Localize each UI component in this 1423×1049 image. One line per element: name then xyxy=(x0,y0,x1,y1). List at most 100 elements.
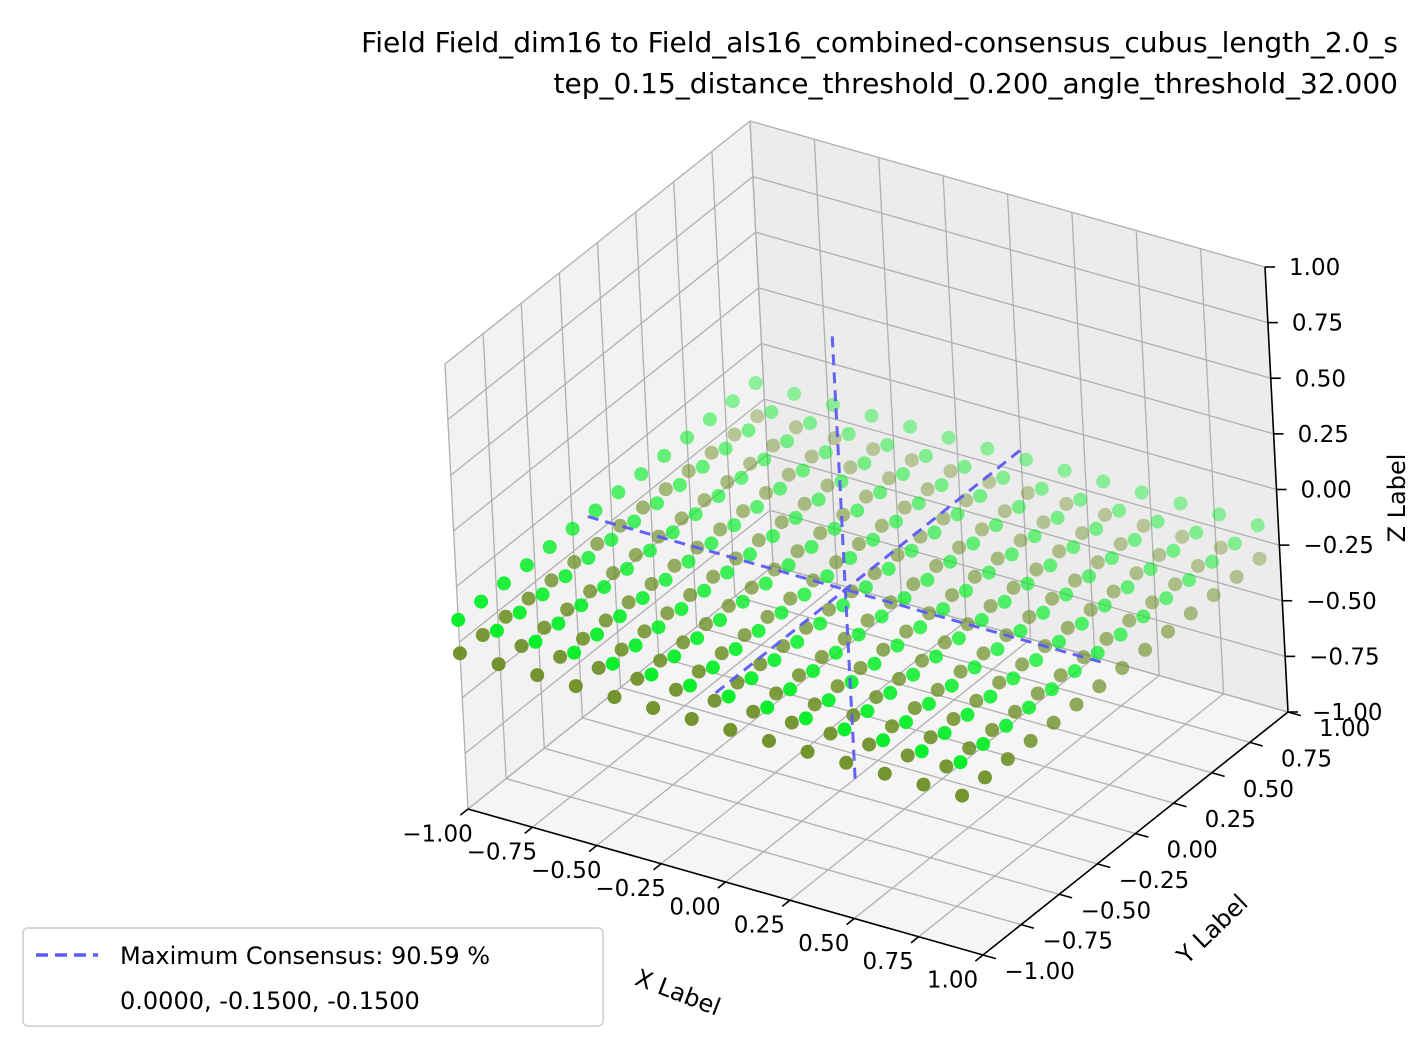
scatter-point-s1-214 xyxy=(860,613,875,628)
scatter-point-s0-203 xyxy=(959,583,973,598)
scatter-point-s0-299 xyxy=(790,634,805,649)
scatter-point-s0-80 xyxy=(695,459,710,474)
scatter-point-s0-69 xyxy=(1250,518,1265,533)
scatter-point-s1-163 xyxy=(1083,602,1098,617)
scatter-point-s1-318 xyxy=(591,660,606,675)
scatter-point-s1-312 xyxy=(553,649,568,664)
scatter-point-s1-298 xyxy=(792,668,806,683)
z-axis-label: Z Label xyxy=(1383,454,1411,543)
scatter-point-s0-313 xyxy=(551,616,566,631)
scatter-point-s1-60 xyxy=(759,485,773,500)
scatter-point-s0-237 xyxy=(658,572,673,587)
scatter-point-s1-354 xyxy=(607,690,622,704)
scatter-point-s0-229 xyxy=(620,561,634,576)
scatter-point-s1-127 xyxy=(1068,573,1082,588)
scatter-point-s0-9 xyxy=(725,394,740,409)
scatter-point-s0-109 xyxy=(1127,532,1142,547)
scatter-point-s0-25 xyxy=(1019,452,1033,467)
tick-labels: −1.00−1.00−1.00−0.75−0.75−0.75−0.50−0.50… xyxy=(402,255,1382,993)
y-tick-label-3: −0.25 xyxy=(1119,868,1189,894)
scatter-point-s0-45 xyxy=(1134,485,1149,500)
scatter-point-s0-349 xyxy=(1022,700,1036,715)
z-tick-label-0: −1.00 xyxy=(1312,700,1382,726)
scatter-point-s1-272 xyxy=(676,635,691,650)
scatter-point-s0-181 xyxy=(1159,591,1174,606)
scatter-point-s0-389 xyxy=(914,744,929,759)
scatter-point-s0-296 xyxy=(474,594,489,609)
y-tick-label-6: 0.50 xyxy=(1243,777,1294,803)
z-tick-label-2: −0.50 xyxy=(1306,589,1376,615)
scatter-point-s1-54 xyxy=(1036,515,1051,530)
scatter-point-s1-224 xyxy=(760,609,775,624)
scatter-point-s0-219 xyxy=(1036,605,1051,620)
scatter-point-s1-16 xyxy=(804,449,819,464)
scatter-point-s0-369 xyxy=(999,718,1014,733)
scatter-point-s1-76 xyxy=(836,507,851,522)
scatter-point-s0-307 xyxy=(828,645,843,660)
scatter-point-s1-51 xyxy=(1175,529,1190,544)
scatter-point-s0-217 xyxy=(720,565,735,580)
scatter-point-s1-10 xyxy=(904,453,919,468)
scatter-point-s1-262 xyxy=(637,624,652,639)
scatter-point-s1-26 xyxy=(882,471,896,486)
scatter-point-s0-7 xyxy=(864,408,879,423)
scatter-point-s0-283 xyxy=(1029,653,1044,668)
scatter-point-s1-46 xyxy=(997,504,1012,519)
scatter-point-s1-202 xyxy=(960,617,975,632)
scatter-point-s0-1 xyxy=(748,376,763,390)
floor-grid-x-7 xyxy=(918,693,1225,938)
back-grid-z-6 xyxy=(755,231,1271,379)
scatter-point-s0-111 xyxy=(989,518,1003,533)
x-axis-label: X Label xyxy=(631,964,724,1022)
scatter-point-s0-39 xyxy=(957,459,972,474)
scatter-point-s1-122 xyxy=(751,533,766,548)
scatter-point-s0-215 xyxy=(858,580,873,595)
legend-frame xyxy=(22,927,604,1027)
scatter-point-s1-278 xyxy=(853,661,868,675)
scatter-point-s0-185 xyxy=(1020,576,1035,591)
scatter-point-s1-158 xyxy=(906,577,921,592)
scatter-point-s1-70 xyxy=(658,482,673,497)
scatter-point-s1-206 xyxy=(683,588,698,602)
scatter-point-s0-15 xyxy=(941,430,956,445)
scatter-point-s1-28 xyxy=(743,456,758,471)
scatter-point-s1-86 xyxy=(1191,559,1205,573)
scatter-point-s0-240 xyxy=(519,558,534,573)
z-tick-label-6: 0.50 xyxy=(1295,366,1346,392)
scatter-point-s1-239 xyxy=(976,646,991,661)
scatter-point-s1-346 xyxy=(568,679,583,694)
scatter-point-s0-83 xyxy=(1011,500,1026,514)
chart-title-line-2: tep_0.15_distance_threshold_0.200_angle_… xyxy=(553,67,1398,100)
scatter-point-s0-21 xyxy=(841,427,856,441)
scatter-point-s1-380 xyxy=(800,744,815,759)
scatter-point-s0-264 xyxy=(635,591,650,606)
x-tick-0 xyxy=(459,808,469,816)
scatter-point-s1-24 xyxy=(1020,486,1035,500)
x-tick-2 xyxy=(588,844,598,853)
scatter-point-s0-225 xyxy=(758,576,773,591)
y-tick-label-2: −0.50 xyxy=(1081,898,1151,924)
scatter-point-s1-207 xyxy=(1138,642,1153,657)
scatter-point-s1-390 xyxy=(955,788,970,803)
x-tick-5 xyxy=(781,899,791,907)
scatter-point-s1-98 xyxy=(636,500,650,515)
left-grid-z-6 xyxy=(450,231,757,476)
back-grid-z-8 xyxy=(749,120,1266,268)
scatter-point-s1-50 xyxy=(720,475,735,489)
scatter-point-s1-378 xyxy=(939,759,954,774)
y-tick-2 xyxy=(1059,893,1073,899)
scatter-point-s0-129 xyxy=(1066,540,1081,555)
scatter-point-s0-201 xyxy=(642,543,657,558)
scatter-point-s1-4 xyxy=(827,431,842,446)
y-tick-3 xyxy=(1097,863,1111,869)
scatter-point-s1-2 xyxy=(789,420,803,435)
scatter-point-s0-195 xyxy=(920,572,935,587)
scatter-point-s1-56 xyxy=(897,500,912,515)
scatter-point-s0-293 xyxy=(1067,664,1082,679)
scatter-point-s0-136 xyxy=(650,496,664,511)
scatter-point-s1-347 xyxy=(1023,733,1038,748)
scatter-point-s1-340 xyxy=(530,668,545,683)
x-tick-label-5: 0.25 xyxy=(734,913,785,939)
x-tick-1 xyxy=(524,826,533,834)
